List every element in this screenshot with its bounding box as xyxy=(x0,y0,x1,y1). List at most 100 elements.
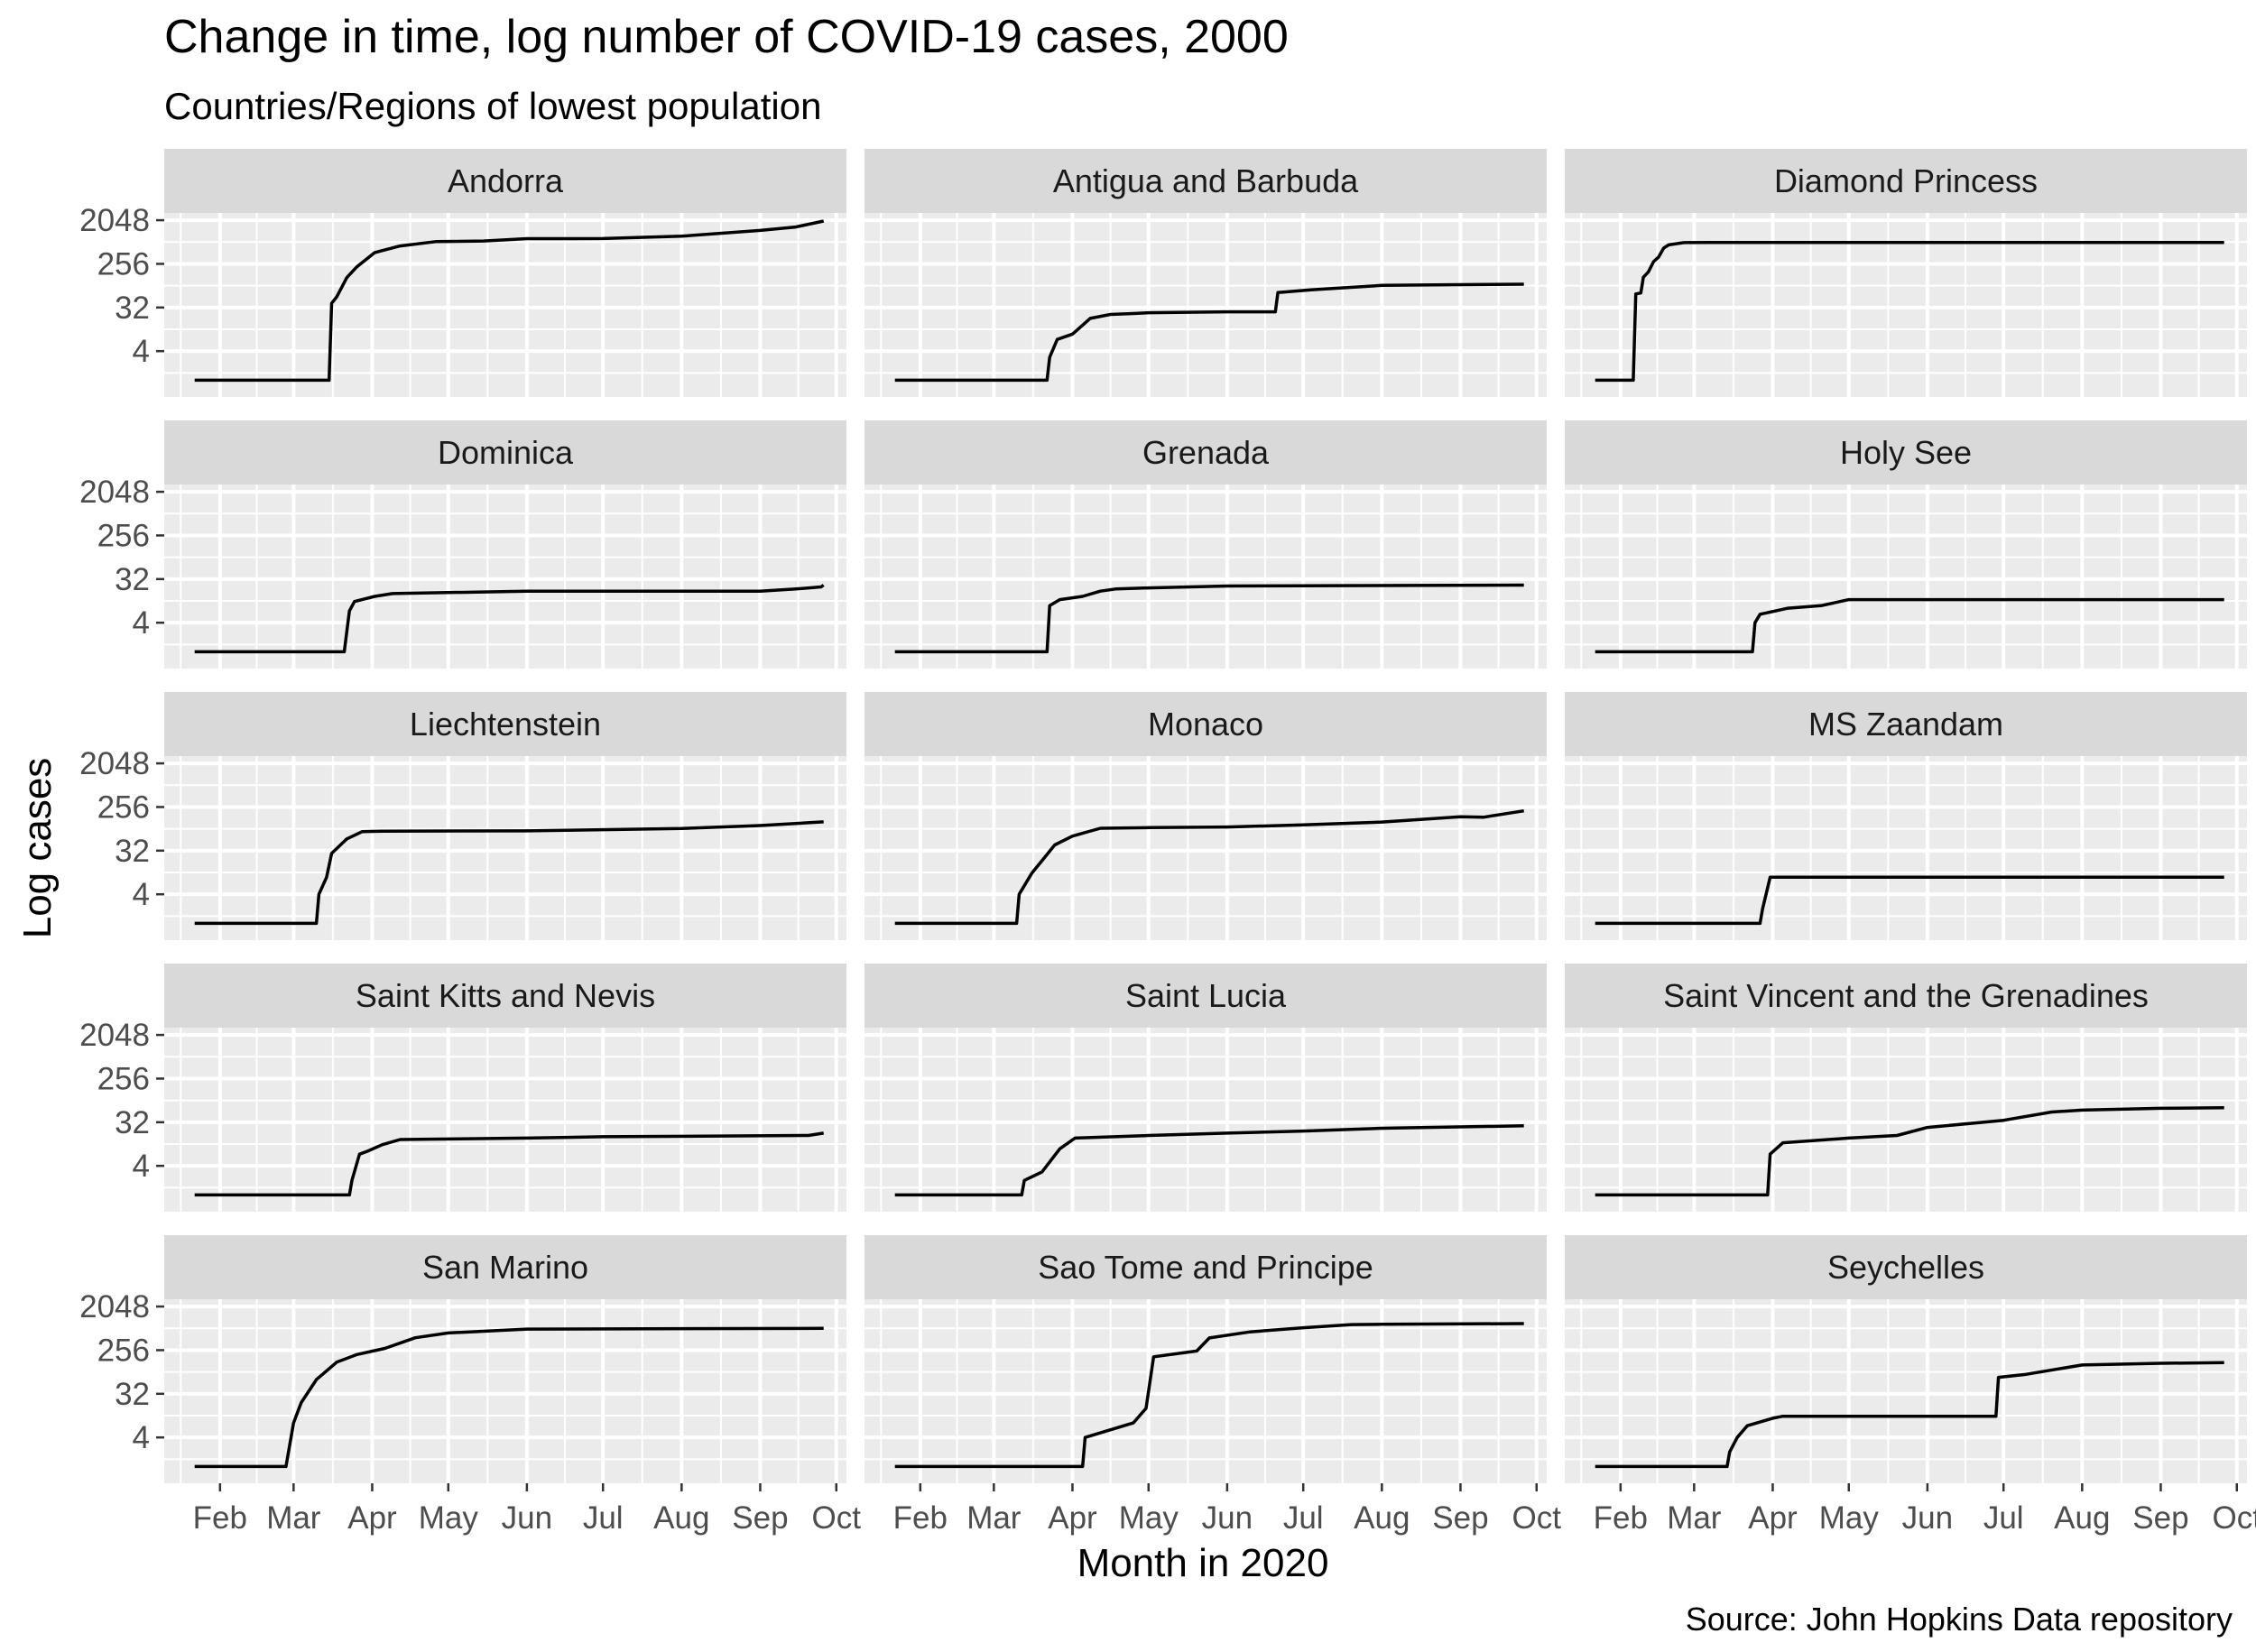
x-tick-label: Feb xyxy=(1594,1500,1648,1536)
y-tick-label: 4 xyxy=(133,605,150,641)
series-line xyxy=(194,219,825,383)
y-tick-label: 32 xyxy=(115,1377,150,1412)
facet-panel: Holy See xyxy=(1565,420,2247,669)
facet-label: Andorra xyxy=(448,162,564,199)
x-tick-label: Sep xyxy=(732,1500,788,1536)
panel-background xyxy=(864,1299,1547,1483)
y-tick-label: 2048 xyxy=(79,1018,150,1053)
series-line xyxy=(1595,1361,2224,1469)
facet-strip xyxy=(864,149,1547,213)
y-tick-label: 32 xyxy=(115,562,150,597)
facet-strip xyxy=(164,149,846,213)
facet-label: Saint Kitts and Nevis xyxy=(356,977,655,1014)
x-tick-label: Aug xyxy=(2054,1500,2110,1536)
x-tick-label: Feb xyxy=(893,1500,948,1536)
x-tick-label: Feb xyxy=(193,1500,247,1536)
x-tick-label: May xyxy=(1119,1500,1179,1536)
panel-background xyxy=(164,1299,846,1483)
x-axis-title: Month in 2020 xyxy=(1077,1541,1329,1585)
series-line xyxy=(894,583,1524,654)
panel-background xyxy=(164,213,846,397)
panel-background xyxy=(864,485,1547,669)
source-caption: Source: John Hopkins Data repository xyxy=(1686,1601,2233,1638)
facet-strip xyxy=(1565,964,2247,1028)
series-line xyxy=(894,808,1524,926)
x-tick-label: Jul xyxy=(1283,1500,1324,1536)
y-axis-title: Log cases xyxy=(15,758,60,939)
facet-label: Antigua and Barbuda xyxy=(1053,162,1359,199)
x-tick-label: Mar xyxy=(966,1500,1022,1536)
facet-label: MS Zaandam xyxy=(1808,706,2003,743)
panel-background xyxy=(164,1028,846,1212)
panel-background xyxy=(864,756,1547,940)
facet-strip xyxy=(864,1235,1547,1299)
facet-panel: Grenada xyxy=(864,420,1547,669)
y-tick-label: 2048 xyxy=(79,1289,150,1324)
facet-label: Seychelles xyxy=(1827,1249,1984,1286)
x-tick-label: Aug xyxy=(1354,1500,1410,1536)
facet-label: Monaco xyxy=(1148,706,1263,743)
x-tick-label: Jul xyxy=(583,1500,624,1536)
panel-background xyxy=(1565,485,2247,669)
chart-subtitle: Countries/Regions of lowest population xyxy=(164,85,821,127)
panel-background xyxy=(1565,1028,2247,1212)
x-tick-label: Oct xyxy=(2213,1500,2256,1536)
facet-strip xyxy=(164,964,846,1028)
facet-strip xyxy=(864,420,1547,485)
x-tick-label: Jun xyxy=(1902,1500,1953,1536)
series-line xyxy=(894,282,1524,383)
facet-panel: Saint Lucia xyxy=(864,964,1547,1212)
y-tick-label: 4 xyxy=(133,1149,150,1184)
facet-label: Dominica xyxy=(438,434,574,471)
x-tick-label: May xyxy=(1819,1500,1880,1536)
series-line xyxy=(194,584,825,654)
x-tick-label: Oct xyxy=(1512,1500,1562,1536)
series-line xyxy=(894,1322,1524,1469)
facet-panel: San Marino 4 32 256 2048 Feb Mar Apr May Jun Jul Au… xyxy=(79,1235,861,1536)
facet-label: Holy See xyxy=(1840,434,1972,471)
facet-panel: Antigua and Barbuda xyxy=(864,149,1547,397)
y-tick-label: 4 xyxy=(133,1420,150,1455)
facet-panel: Liechtenstein 4 32 256 2048 xyxy=(79,692,846,940)
panel-background xyxy=(864,1028,1547,1212)
x-tick-label: Oct xyxy=(812,1500,862,1536)
facet-label: Diamond Princess xyxy=(1774,162,2038,199)
facet-strip xyxy=(1565,420,2247,485)
facet-panel: Sao Tome and Principe Feb Mar Apr May Jun Jul A… xyxy=(864,1235,1561,1536)
facet-strip xyxy=(864,692,1547,756)
y-tick-label: 32 xyxy=(115,834,150,869)
facet-label: Saint Vincent and the Grenadines xyxy=(1663,977,2149,1014)
series-line xyxy=(194,1326,824,1469)
facet-strip xyxy=(1565,692,2247,756)
series-line xyxy=(194,820,824,926)
x-tick-label: Apr xyxy=(1048,1500,1097,1536)
facet-label: Sao Tome and Principe xyxy=(1038,1249,1373,1286)
series-line xyxy=(1595,1105,2224,1197)
y-tick-label: 256 xyxy=(97,246,150,281)
facet-label: Saint Lucia xyxy=(1125,977,1287,1014)
panel-background xyxy=(864,213,1547,397)
x-tick-label: Jun xyxy=(1202,1500,1253,1536)
series-line xyxy=(1595,597,2224,654)
facet-panel: Andorra 4 32 256 2048 xyxy=(79,149,846,397)
x-tick-label: Apr xyxy=(1748,1500,1798,1536)
series-line xyxy=(894,1124,1524,1197)
x-tick-label: Jun xyxy=(502,1500,552,1536)
series-line xyxy=(1595,240,2224,383)
y-tick-label: 32 xyxy=(115,291,150,326)
facet-strip xyxy=(1565,149,2247,213)
y-tick-label: 256 xyxy=(97,789,150,825)
y-tick-label: 256 xyxy=(97,518,150,553)
panel-background xyxy=(164,485,846,669)
y-tick-label: 32 xyxy=(115,1105,150,1140)
y-tick-label: 2048 xyxy=(79,203,150,238)
facet-panel: Diamond Princess xyxy=(1565,149,2247,397)
series-line xyxy=(1595,875,2224,926)
y-tick-label: 256 xyxy=(97,1061,150,1096)
y-tick-label: 2048 xyxy=(79,475,150,510)
facet-label: San Marino xyxy=(422,1249,588,1286)
y-tick-label: 4 xyxy=(133,334,150,369)
facet-strip xyxy=(164,692,846,756)
facet-panel: MS Zaandam xyxy=(1565,692,2247,940)
